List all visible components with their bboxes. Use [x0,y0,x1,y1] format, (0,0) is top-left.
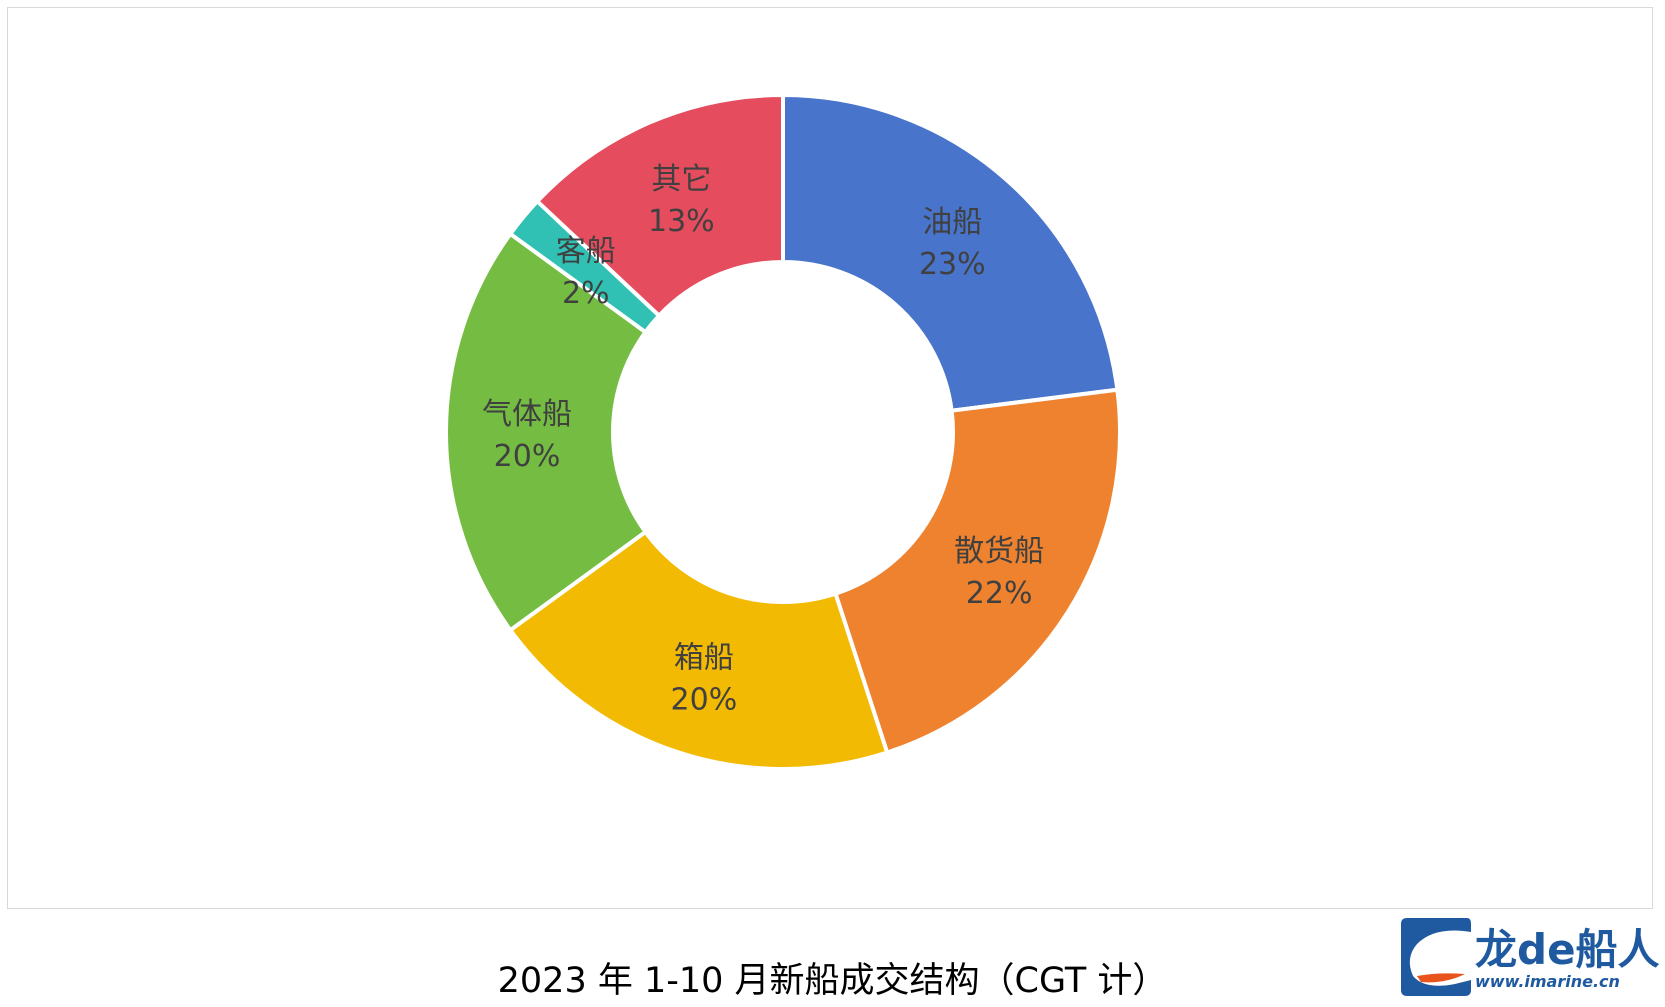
slice-value-label: 23% [919,247,986,282]
slice-category-label: 客船 [556,234,616,269]
slice-value-label: 20% [671,682,738,717]
slice-category-label: 散货船 [954,534,1044,569]
donut-slice-2 [833,387,1122,756]
slice-category-label: 箱船 [674,640,734,675]
watermark-name: 龙de船人 [1475,925,1660,974]
chart-frame: 油船 23% 散货船 22% 箱船 20% 气体船 20% 客船 2% 其它 13% [7,7,1653,909]
slice-value-label: 22% [966,576,1033,611]
donut-chart: 油船 23% 散货船 22% 箱船 20% 气体船 20% 客船 2% 其它 13% [443,92,1122,771]
watermark-logo: 龙de船人 www.imarine.cn [1395,912,1660,1002]
donut-slice-4 [443,231,649,633]
slice-category-label: 气体船 [482,397,572,432]
slice-category-label: 其它 [651,162,711,197]
donut-slice-3 [507,529,890,771]
ship-logo-icon [1401,918,1471,996]
watermark-url: www.imarine.cn [1475,972,1620,991]
chart-title: 2023 年 1-10 月新船成交结构（CGT 计） [497,961,1168,1001]
slice-value-label: 2% [562,276,610,311]
slice-category-label: 油船 [922,205,982,240]
slice-value-label: 20% [494,439,561,474]
donut-slice-6 [534,92,785,319]
donut-slice-1 [781,92,1120,413]
slice-value-label: 13% [648,204,715,239]
